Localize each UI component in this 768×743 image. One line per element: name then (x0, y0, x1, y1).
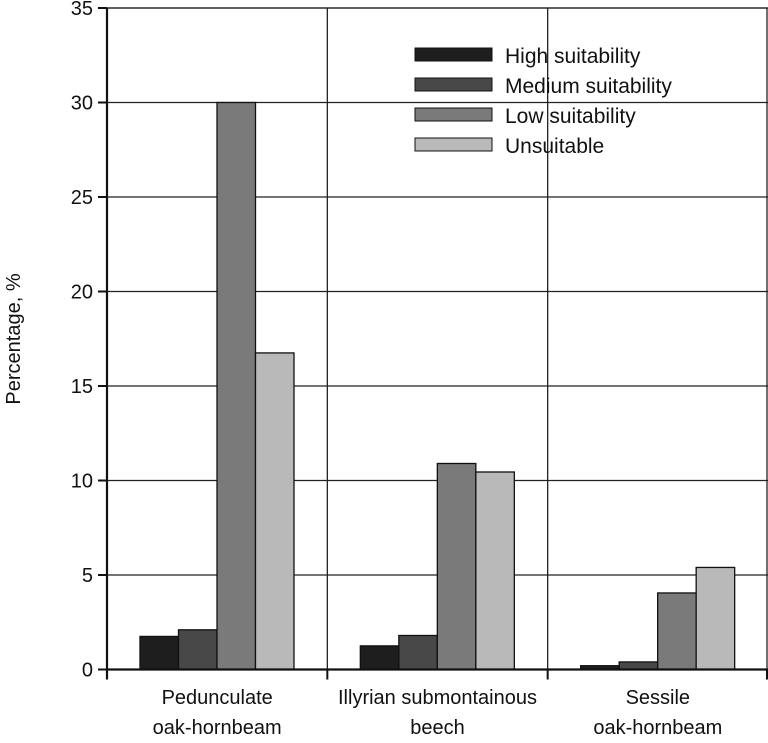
y-tick-label: 15 (71, 376, 93, 398)
x-tick-label: oak-hornbeam (153, 717, 282, 739)
x-tick-label: Sessile (626, 687, 690, 709)
bar-high-suitability-1 (359, 645, 400, 671)
y-tick-label: 10 (71, 471, 93, 493)
y-axis-label: Percentage, % (3, 273, 25, 404)
bar-unsuitable-0 (254, 352, 295, 671)
y-tick-label: 20 (71, 282, 93, 304)
y-tick-label: 25 (71, 187, 93, 209)
legend-label: High suitability (505, 45, 641, 68)
bar-medium-suitability-2 (618, 661, 659, 671)
bar-medium-suitability-1 (398, 634, 438, 671)
bar-low-suitability-0 (216, 101, 257, 671)
legend-label: Low suitability (505, 105, 636, 128)
bar-low-suitability-2 (657, 592, 697, 671)
bar-low-suitability-1 (436, 462, 477, 671)
x-tick-label: oak-hornbeam (593, 717, 722, 739)
y-tick-label: 30 (71, 93, 93, 115)
legend-label: Medium suitability (505, 75, 672, 98)
x-tick-labels: Pedunculate oak-hornbeam Illyrian submonta… (153, 687, 723, 739)
x-tick-label: beech (410, 717, 465, 739)
y-tick-label: 0 (82, 660, 93, 682)
legend-swatch (414, 47, 493, 62)
x-tick-label: Pedunculate (162, 687, 273, 709)
bar-medium-suitability-0 (177, 629, 218, 671)
bar-unsuitable-1 (475, 471, 515, 671)
legend-swatch (414, 137, 493, 152)
legend: High suitability Medium suitability Low su… (414, 45, 672, 158)
legend-label: Unsuitable (505, 135, 604, 158)
y-tick-label: 35 (71, 0, 93, 20)
legend-swatch (414, 77, 493, 92)
x-tick-label: Illyrian submontainous (338, 687, 537, 709)
axes (98, 7, 768, 680)
y-tick-labels: 0 5 10 15 20 25 30 35 (71, 0, 93, 682)
y-tick-label: 5 (82, 565, 93, 587)
bar-unsuitable-2 (695, 566, 736, 671)
bar-high-suitability-0 (139, 635, 180, 671)
legend-swatch (414, 107, 493, 122)
